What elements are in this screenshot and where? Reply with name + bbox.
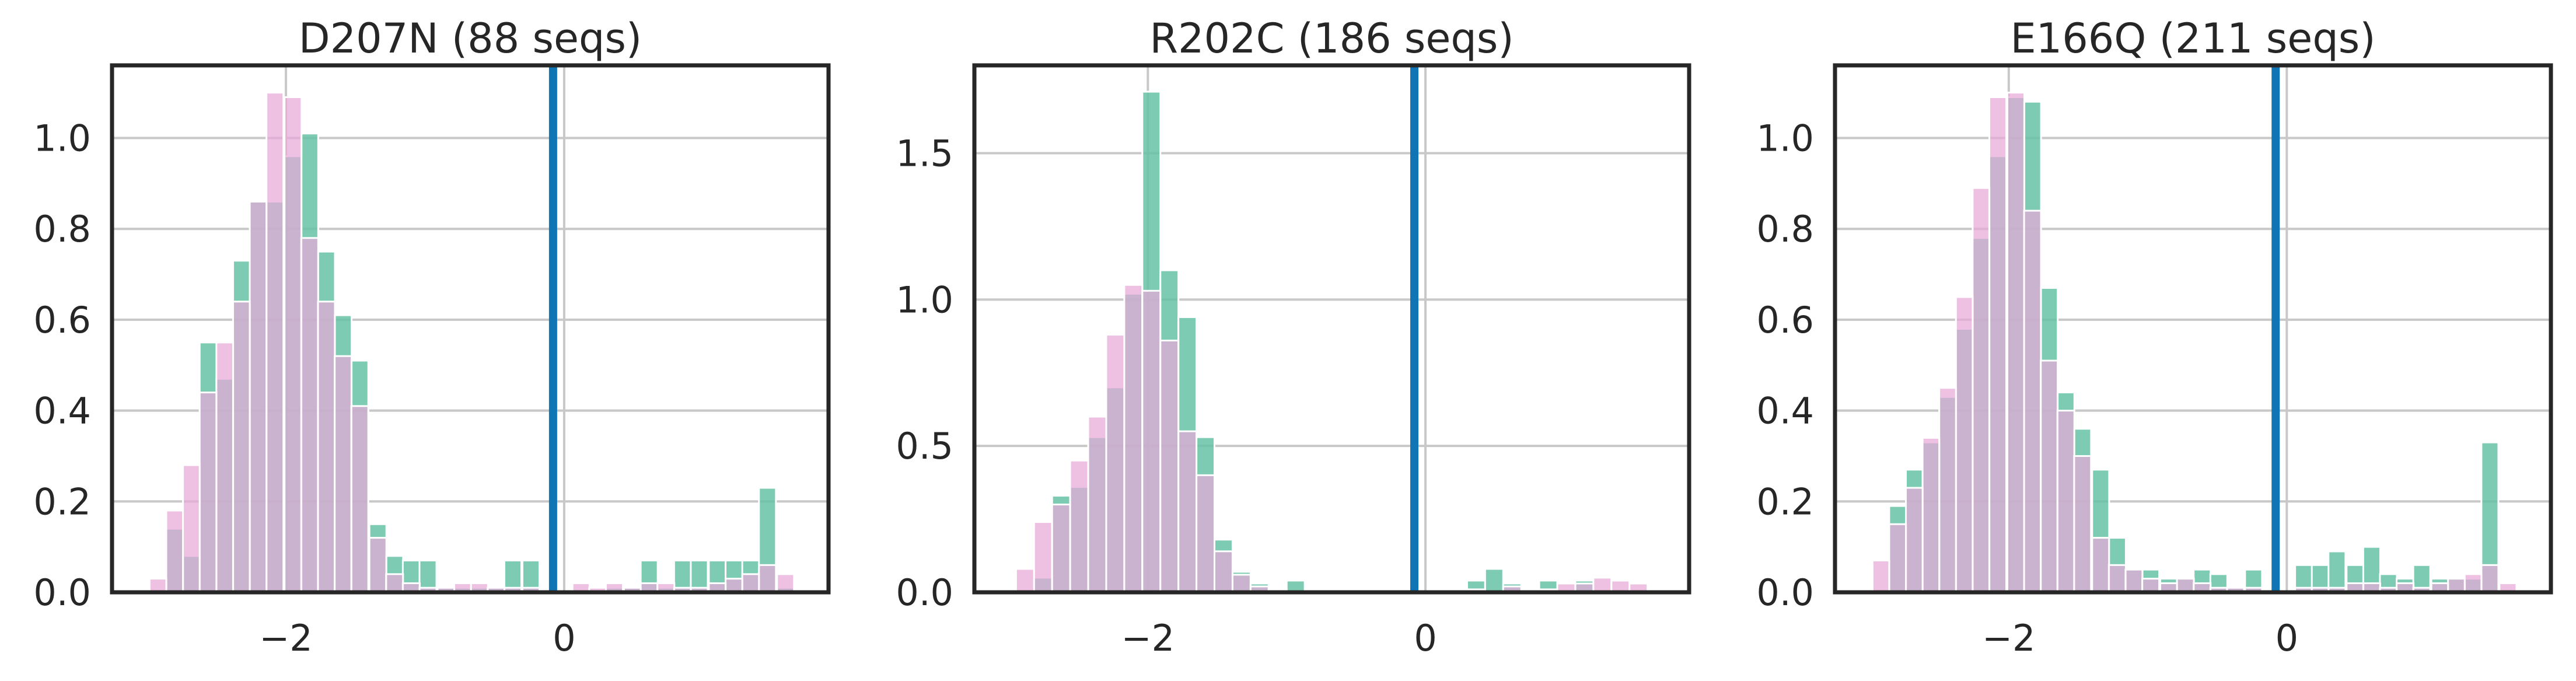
y-tick-label: 0.0: [896, 571, 953, 614]
histogram-bar: [2091, 537, 2110, 593]
histogram-bar: [350, 405, 369, 593]
histogram-bar: [1069, 459, 1089, 593]
histogram-bar: [1015, 568, 1035, 593]
x-tick-label: 0: [1414, 617, 1436, 659]
histogram-bar: [165, 509, 184, 593]
histogram-bar: [1484, 568, 1504, 593]
histogram-bar: [2463, 573, 2483, 593]
histogram-bar: [2073, 455, 2092, 593]
histogram-bar: [284, 96, 303, 593]
histogram-bar: [148, 578, 167, 593]
histogram-bar: [1123, 284, 1144, 593]
axes-frame: [110, 63, 831, 595]
histogram-bar: [1177, 430, 1198, 593]
histogram-bar: [1141, 289, 1162, 593]
histogram-bar: [2447, 578, 2466, 593]
y-tick-label: 0.2: [1756, 480, 1814, 523]
histogram-bar: [1051, 504, 1071, 593]
histogram-bar: [317, 301, 336, 593]
x-tick-label: −2: [1982, 617, 2035, 659]
y-tick-label: 0.8: [33, 208, 91, 250]
histogram-bar: [1592, 577, 1613, 593]
y-tick-label: 0.4: [33, 390, 91, 432]
histogram-bar: [2176, 578, 2195, 593]
histogram-bar: [1196, 474, 1216, 593]
histogram-bar: [265, 92, 285, 593]
histogram-bar: [1955, 296, 1974, 593]
histogram-bar: [215, 341, 235, 593]
y-tick-label: 1.0: [1756, 117, 1814, 160]
y-tick-label: 1.0: [33, 117, 91, 160]
y-tick-label: 0.0: [1756, 571, 1814, 614]
histogram-bar: [1159, 340, 1180, 593]
histogram-bar: [1231, 574, 1252, 593]
y-tick-label: 0.6: [33, 299, 91, 341]
histogram-bar: [2023, 209, 2042, 593]
histogram-bar: [182, 464, 201, 593]
histogram-bar: [368, 537, 387, 593]
histogram-bar: [2006, 92, 2025, 593]
histogram-bar: [2056, 410, 2075, 593]
histogram-bar: [1988, 96, 2008, 593]
histogram-bar: [232, 301, 251, 593]
histogram-bar: [1921, 436, 1941, 593]
chart-panel-1: 0.0 0.2 0.4 0.6 0.8 1.0 −2 0 D207N (88 seqs): [33, 15, 831, 659]
y-tick-label: 0.4: [1756, 390, 1814, 432]
x-tick-label: 0: [2276, 617, 2298, 659]
histogram-bar: [1214, 550, 1233, 593]
histogram-bar: [2480, 564, 2500, 593]
histogram-bar: [1888, 523, 1907, 593]
y-tick-label: 0.0: [33, 571, 91, 614]
histogram-bar: [1871, 560, 1890, 593]
y-tick-label: 0.6: [1756, 299, 1814, 341]
histogram-bar: [2327, 550, 2347, 593]
histogram-bar: [758, 564, 777, 593]
histogram-bar: [1938, 387, 1958, 593]
chart-title: E166Q (211 seqs): [2010, 15, 2375, 62]
y-tick-label: 1.5: [896, 132, 953, 175]
axes-frame: [972, 63, 1691, 595]
histogram-bar: [1105, 334, 1126, 593]
chart-panel-3: 0.0 0.2 0.4 0.6 0.8 1.0 −2 0 E166Q (211 seqs): [1756, 15, 2553, 659]
histogram-bar: [198, 391, 218, 593]
x-tick-label: 0: [553, 617, 575, 659]
histogram-bar: [1087, 415, 1107, 593]
x-tick-label: −2: [1121, 617, 1175, 659]
histogram-bar: [1905, 487, 1924, 593]
histogram-bar: [725, 578, 744, 593]
histogram-bar: [1033, 521, 1053, 593]
chart-title: R202C (186 seqs): [1149, 15, 1514, 62]
y-tick-label: 0.5: [896, 425, 953, 467]
histogram-bar: [741, 573, 760, 593]
y-tick-label: 1.0: [896, 278, 953, 321]
y-tick-label: 0.2: [33, 480, 91, 523]
histogram-bar: [385, 573, 404, 593]
histogram-bar: [300, 237, 319, 593]
histogram-bar: [2124, 568, 2144, 593]
axes-frame: [1833, 63, 2553, 595]
histogram-bar: [2107, 564, 2127, 593]
histogram-bar: [334, 355, 353, 593]
chart-title: D207N (88 seqs): [299, 15, 642, 62]
histogram-bar: [1972, 187, 1991, 593]
y-tick-label: 0.8: [1756, 208, 1814, 250]
chart-panel-2: 0.0 0.5 1.0 1.5 −2 0 R202C (186 seqs): [896, 15, 1691, 659]
x-tick-label: −2: [259, 617, 312, 659]
histogram-bar: [2141, 578, 2161, 593]
histogram-bar: [2040, 359, 2059, 593]
histogram-bar: [776, 573, 795, 593]
histogram-bar: [249, 201, 268, 593]
